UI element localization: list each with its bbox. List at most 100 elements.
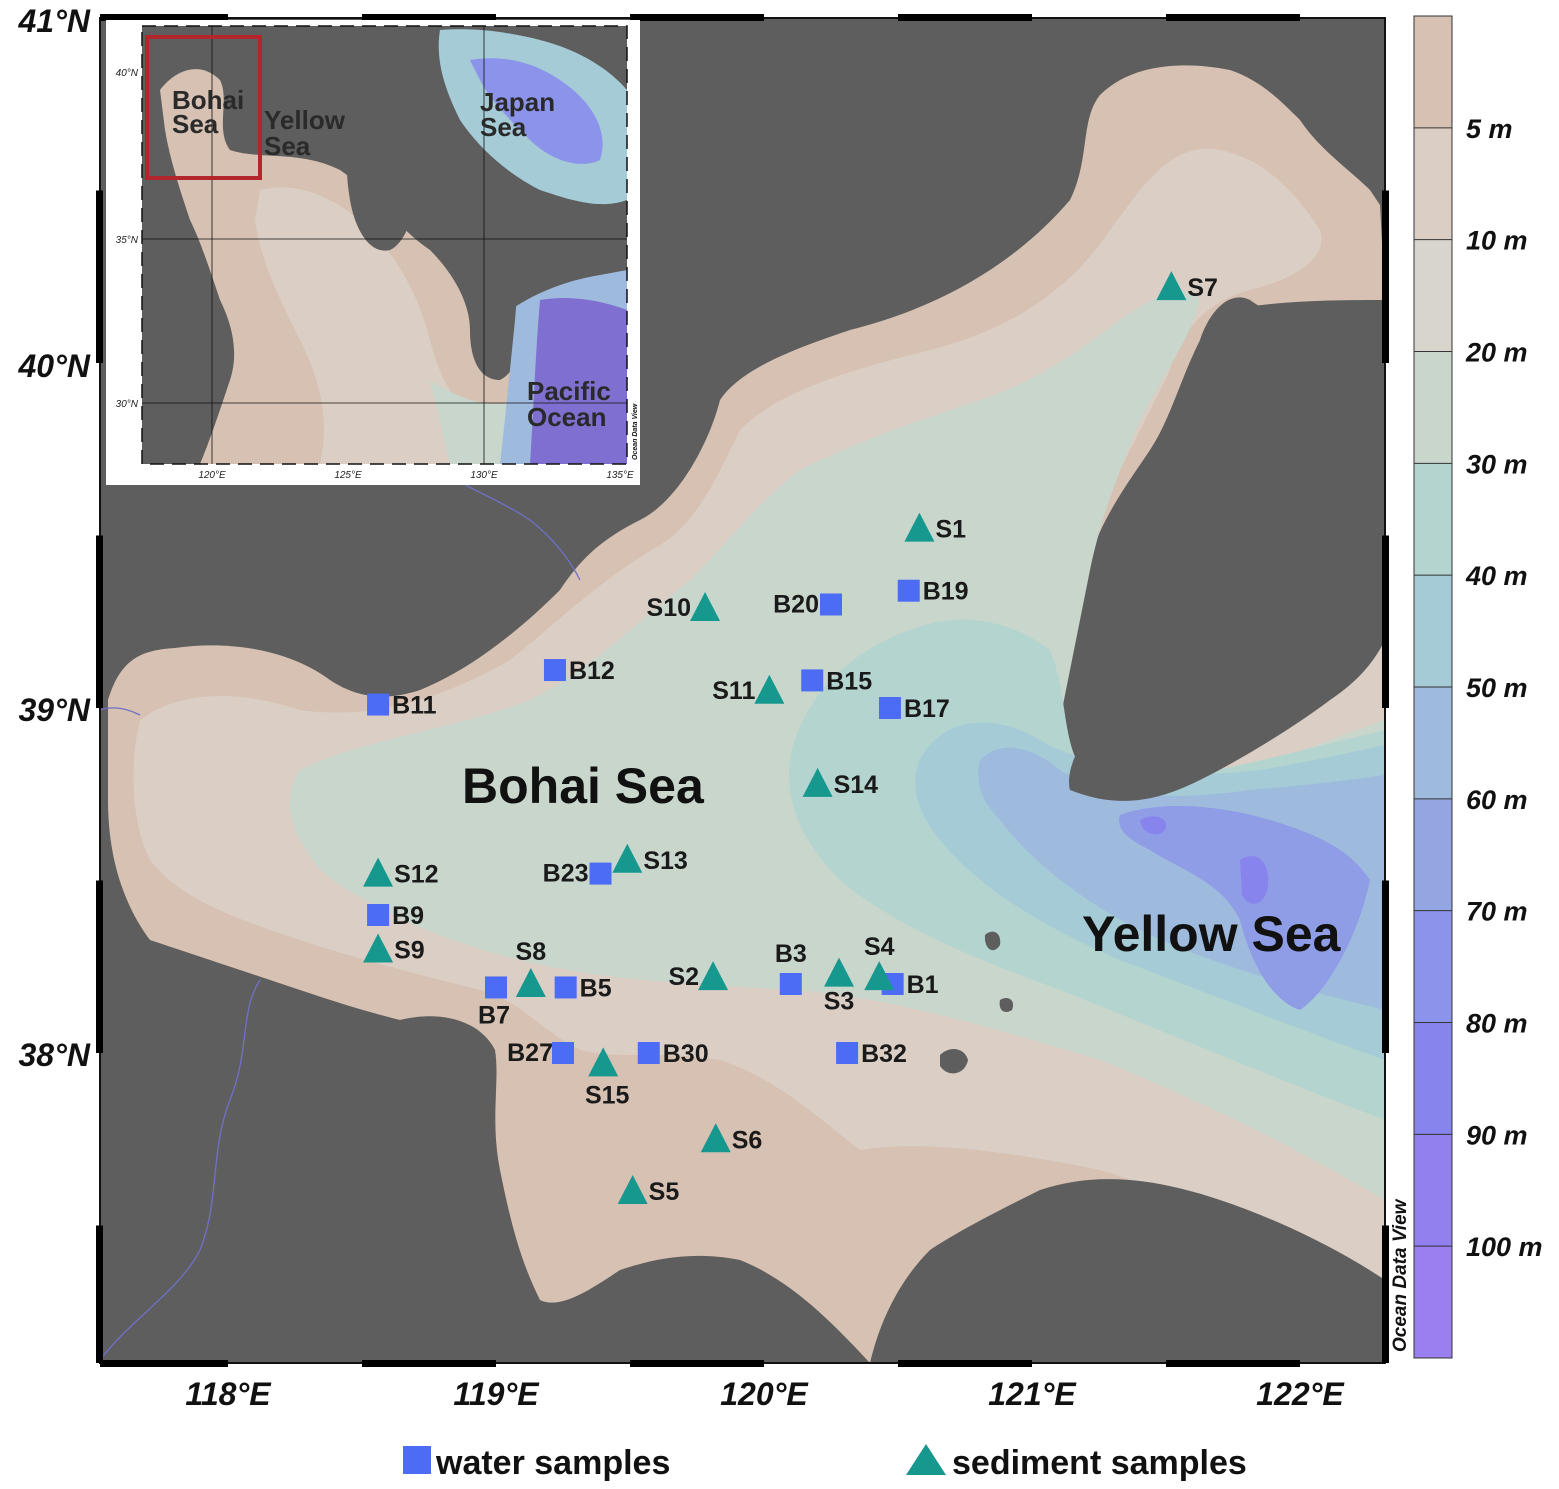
- lon-label-122: 122°E: [1256, 1376, 1345, 1412]
- bohai-sea-label: Bohai Sea: [462, 758, 705, 814]
- water-sample-marker-b7: [485, 976, 507, 999]
- inset-lon-120: 120°E: [198, 470, 226, 481]
- sediment-sample-label-s2: S2: [668, 963, 699, 991]
- main-map: [100, 18, 1385, 1363]
- sediment-sample-marker-s7: [1156, 271, 1187, 301]
- inset-label-yellow-sea: Sea: [264, 131, 311, 161]
- sediment-sample-marker-s14: [802, 767, 833, 797]
- colorbar-segment: [1414, 239, 1452, 352]
- water-sample-marker-b30: [637, 1042, 660, 1064]
- frame-tick-left: [96, 535, 103, 708]
- colorbar-segment: [1414, 16, 1452, 129]
- colorbar-segment: [1414, 910, 1452, 1023]
- water-sample-label-b20: B20: [773, 591, 819, 619]
- lat-label-39: 39°N: [19, 692, 91, 728]
- water-sample-label-b7: B7: [478, 1001, 510, 1029]
- sediment-sample-label-s5: S5: [649, 1178, 680, 1206]
- longitude-labels: 118°E 119°E 120°E 121°E 122°E: [185, 1376, 1345, 1412]
- water-sample-label-b32: B32: [861, 1040, 907, 1068]
- sediment-sample-label-s4: S4: [864, 933, 895, 961]
- sediment-sample-label-s12: S12: [394, 861, 438, 889]
- legend-sediment-marker: [906, 1444, 946, 1475]
- sediment-sample-label-s1: S1: [935, 516, 966, 544]
- liaodong-peninsula: [1069, 560, 1385, 801]
- colorbar-segment: [1414, 127, 1452, 241]
- sediment-sample-marker-s9: [363, 933, 394, 963]
- sediment-sample-label-s3: S3: [824, 988, 855, 1016]
- colorbar-segment: [1414, 798, 1452, 912]
- colorbar-segment: [1414, 1134, 1452, 1247]
- odv-credit: Ocean Data View: [1390, 1198, 1411, 1352]
- sediment-sample-label-s10: S10: [647, 594, 691, 622]
- inset-bohai-box: [145, 35, 262, 180]
- inset-korea: [347, 126, 414, 251]
- inset-label-bohai: Bohai: [172, 85, 244, 115]
- liaodong-upper: [1199, 300, 1385, 572]
- inset-japan-land: [479, 200, 627, 314]
- legend: water samples sediment samples: [403, 1444, 1247, 1482]
- sediment-sample-marker-s13: [612, 843, 643, 873]
- colorbar-label: 80 m: [1466, 1009, 1528, 1039]
- water-sample-marker-b15: [801, 669, 824, 692]
- yellow-sea-label: Yellow Sea: [1082, 906, 1342, 962]
- sediment-sample-marker-s2: [698, 961, 729, 991]
- colorbar-segment: [1414, 575, 1452, 688]
- inset-odv-credit: Ocean Data View: [632, 403, 639, 460]
- frame-tick-left: [96, 1225, 103, 1363]
- sediment-sample-marker-s3: [824, 957, 855, 987]
- water-sample-marker-b3: [779, 973, 802, 995]
- inset-label-pacific: Pacific: [527, 376, 611, 406]
- frame-tick-bottom: [100, 1360, 228, 1367]
- colorbar-label: 20 m: [1465, 338, 1528, 368]
- colorbar-segment: [1414, 687, 1452, 800]
- inset-label-pacific-ocean: Ocean: [527, 402, 607, 432]
- colorbar-label: 90 m: [1466, 1120, 1528, 1150]
- water-sample-label-b11: B11: [392, 692, 437, 720]
- water-sample-marker-b20: [820, 593, 842, 616]
- inset-lon-135: 135°E: [606, 470, 634, 481]
- frame-tick-top: [898, 14, 1032, 21]
- sediment-sample-label-s15: S15: [585, 1081, 630, 1109]
- water-sample-label-b15: B15: [826, 667, 872, 695]
- frame-tick-right: [1382, 190, 1389, 363]
- inset-lon-130: 130°E: [470, 470, 498, 481]
- colorbar-label: 5 m: [1466, 114, 1513, 144]
- map-frame-ticks: [96, 14, 1389, 1367]
- depth-zone-70m: [1119, 805, 1370, 1010]
- water-sample-marker-b5: [554, 976, 577, 999]
- water-sample-marker-b19: [897, 579, 920, 602]
- sediment-sample-marker-s4: [864, 961, 895, 991]
- colorbar-label: 100 m: [1466, 1232, 1543, 1262]
- water-sample-marker-b9: [367, 904, 390, 926]
- frame-tick-bottom: [1166, 1360, 1300, 1367]
- sample-markers: B1 B3 B5 B7 B9 B11 B12 B15 B17 B19 B20 B23 B27 B30 B32…: [363, 271, 1218, 1206]
- inset-frame: [141, 25, 628, 465]
- depth-colorbar: 5 m 10 m 20 m 30 m 40 m 50 m 60 m 70 m 80 m 90 m 1…: [1413, 15, 1543, 1359]
- sediment-sample-marker-s1: [904, 512, 935, 542]
- colorbar-segment: [1414, 1022, 1452, 1135]
- frame-tick-right: [1382, 535, 1389, 708]
- sediment-sample-label-s13: S13: [643, 847, 687, 875]
- frame-tick-bottom: [630, 1360, 764, 1367]
- frame-tick-top: [100, 14, 228, 21]
- water-sample-marker-b27: [552, 1042, 574, 1064]
- water-sample-label-b30: B30: [663, 1040, 709, 1068]
- water-sample-label-b23: B23: [543, 860, 589, 888]
- sediment-sample-marker-s5: [617, 1175, 648, 1204]
- water-sample-label-b27: B27: [507, 1039, 553, 1067]
- colorbar-label: 40 m: [1465, 561, 1528, 591]
- colorbar-label: 60 m: [1466, 785, 1528, 815]
- lat-label-41: 41°N: [18, 3, 91, 39]
- water-sample-marker-b32: [836, 1042, 859, 1064]
- water-sample-label-b1: B1: [907, 971, 939, 999]
- sediment-sample-marker-s10: [690, 591, 721, 621]
- inset-lat-40: 40°N: [116, 68, 139, 79]
- inset-label-japan: Japan: [480, 87, 555, 117]
- water-sample-label-b5: B5: [580, 974, 612, 1002]
- sediment-sample-label-s7: S7: [1187, 274, 1218, 302]
- colorbar-label: 10 m: [1466, 226, 1528, 256]
- frame-tick-left: [96, 190, 103, 363]
- depth-patch-b: [1140, 816, 1166, 835]
- shandong-land: [870, 1179, 1385, 1363]
- water-sample-marker-b17: [878, 697, 901, 719]
